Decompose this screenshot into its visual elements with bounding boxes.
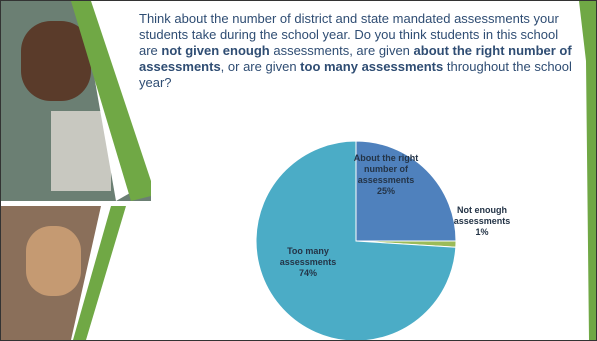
- question-part: assessments, are given: [269, 43, 414, 58]
- pie-slice: [255, 140, 457, 340]
- slice-label: Not enough assessments 1%: [449, 205, 515, 238]
- question-text: Think about the number of district and s…: [139, 11, 579, 91]
- value-label: 25%: [376, 186, 395, 196]
- question-part: about the right number of assessments: [139, 43, 572, 74]
- green-stripe: [71, 1, 151, 201]
- photo-microscope-body: [51, 111, 111, 191]
- value-label: 74%: [298, 268, 317, 278]
- category-label: Not enough assessments: [453, 205, 511, 226]
- question-part: Think about the number of district and s…: [139, 11, 559, 58]
- category-label: About the right number of assessments: [353, 153, 419, 185]
- question-part: too many assessments: [300, 59, 444, 74]
- photo-figure: [21, 21, 91, 101]
- question-part: not given enough: [161, 43, 270, 58]
- slice-label: About the right number of assessments 25%: [351, 153, 421, 197]
- slice-label: Too many assessments 74%: [271, 246, 345, 279]
- category-label: Too many assessments: [279, 246, 337, 267]
- photo-student-face: [26, 226, 81, 296]
- question-part: , or are given: [220, 59, 301, 74]
- right-green: [579, 1, 596, 340]
- question-part: throughout the school year?: [139, 59, 572, 90]
- green-stripe-2: [73, 206, 126, 340]
- pie-slice: [355, 140, 457, 242]
- pie: [255, 140, 457, 340]
- value-label: 1%: [475, 227, 489, 237]
